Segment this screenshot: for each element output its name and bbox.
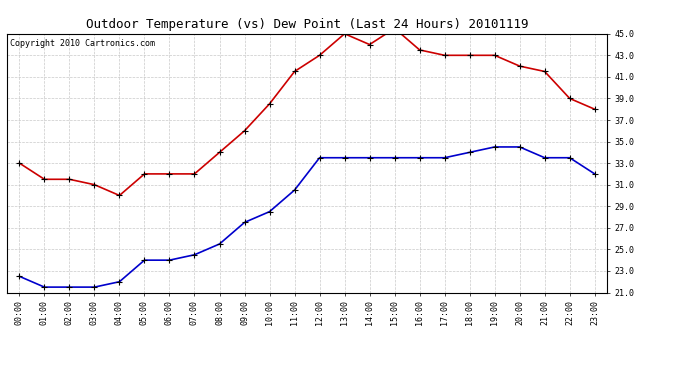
Title: Outdoor Temperature (vs) Dew Point (Last 24 Hours) 20101119: Outdoor Temperature (vs) Dew Point (Last… — [86, 18, 529, 31]
Text: Copyright 2010 Cartronics.com: Copyright 2010 Cartronics.com — [10, 39, 155, 48]
